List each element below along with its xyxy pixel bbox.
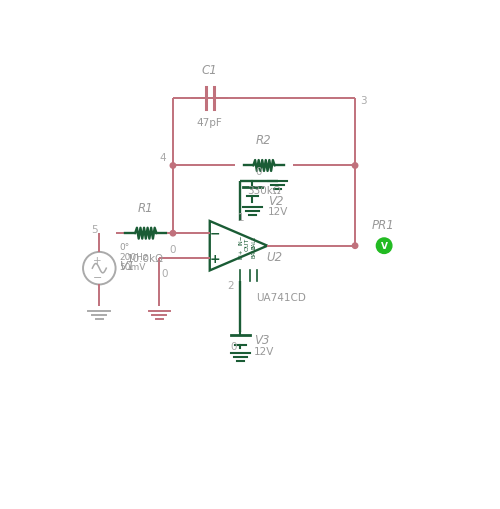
Text: 2: 2 bbox=[227, 280, 234, 291]
Text: +: + bbox=[94, 255, 102, 265]
Text: V: V bbox=[380, 242, 388, 251]
Circle shape bbox=[170, 163, 175, 169]
Text: U2: U2 bbox=[266, 250, 282, 263]
Text: −: − bbox=[210, 227, 220, 240]
Text: 50mV: 50mV bbox=[120, 263, 146, 272]
Text: PR1: PR1 bbox=[372, 218, 394, 232]
Circle shape bbox=[352, 243, 358, 249]
Text: +: + bbox=[210, 252, 220, 265]
Text: V3: V3 bbox=[254, 334, 270, 347]
Text: BAL1: BAL1 bbox=[251, 235, 256, 248]
Text: −: − bbox=[93, 273, 102, 282]
Text: R2: R2 bbox=[256, 134, 272, 147]
Text: 10.0kΩ: 10.0kΩ bbox=[128, 253, 164, 263]
Text: 12V: 12V bbox=[254, 347, 274, 357]
Circle shape bbox=[352, 163, 358, 169]
Text: UA741CD: UA741CD bbox=[256, 292, 306, 302]
Text: 0°: 0° bbox=[120, 242, 130, 251]
Text: R1: R1 bbox=[138, 202, 154, 214]
Text: V1: V1 bbox=[120, 260, 135, 272]
Text: IN−: IN− bbox=[238, 234, 243, 244]
Text: 330kΩ: 330kΩ bbox=[247, 185, 281, 195]
Text: BAL2: BAL2 bbox=[251, 244, 256, 258]
Text: V2: V2 bbox=[268, 194, 283, 208]
Text: 1: 1 bbox=[238, 213, 244, 222]
Text: 0: 0 bbox=[162, 268, 168, 278]
Text: 5: 5 bbox=[91, 225, 98, 235]
Text: OUT: OUT bbox=[245, 238, 250, 251]
Text: 12V: 12V bbox=[268, 207, 288, 216]
Text: 4: 4 bbox=[160, 153, 166, 163]
Text: 47pF: 47pF bbox=[197, 118, 222, 128]
Circle shape bbox=[376, 239, 392, 254]
Text: IN+: IN+ bbox=[238, 248, 243, 259]
Text: 0: 0 bbox=[230, 341, 236, 351]
Text: 0: 0 bbox=[170, 244, 176, 254]
Circle shape bbox=[170, 231, 175, 237]
Text: C1: C1 bbox=[202, 64, 218, 77]
Text: 0: 0 bbox=[256, 167, 262, 177]
Text: 3: 3 bbox=[360, 95, 366, 105]
Text: 200Hz: 200Hz bbox=[120, 252, 148, 262]
